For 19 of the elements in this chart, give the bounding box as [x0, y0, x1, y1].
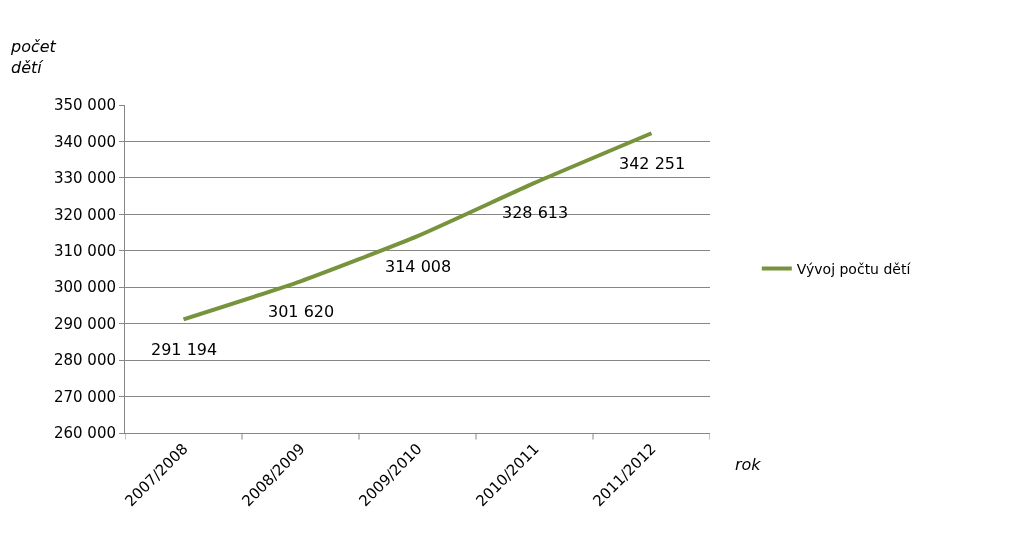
data-label: 291 194: [151, 340, 218, 359]
data-label: 342 251: [619, 154, 686, 173]
data-label: 314 008: [385, 257, 452, 276]
y-tick-label: 270 000: [53, 387, 116, 406]
y-tick-label: 260 000: [53, 424, 116, 443]
y-tick-label: 310 000: [53, 242, 116, 261]
y-tick-label: 350 000: [53, 96, 116, 115]
x-axis-title: rok: [735, 455, 762, 474]
y-tick-label: 290 000: [53, 314, 116, 333]
line-series: [181, 131, 654, 322]
legend-label: Vývoj počtu dětí: [796, 261, 912, 278]
y-tick-label: 300 000: [53, 278, 116, 297]
y-tick-label: 330 000: [53, 169, 116, 188]
y-axis-title: počet dětí: [10, 37, 57, 77]
y-tick-label: 280 000: [53, 351, 116, 370]
y-tick-label: 340 000: [53, 132, 116, 151]
data-label: 301 620: [268, 302, 335, 321]
data-label: 328 613: [502, 203, 569, 222]
y-tick-label: 320 000: [53, 205, 116, 224]
